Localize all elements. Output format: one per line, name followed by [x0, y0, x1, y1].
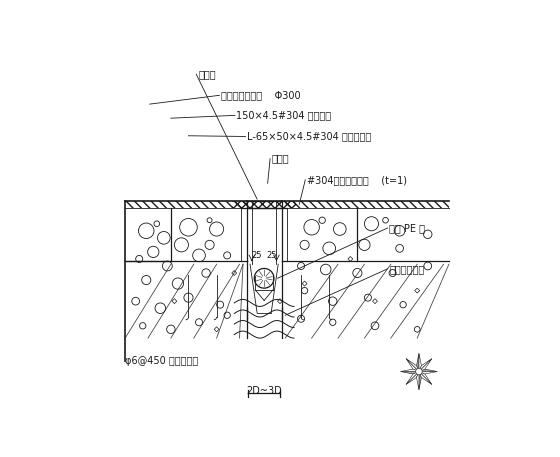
Polygon shape: [400, 372, 419, 374]
Polygon shape: [406, 359, 419, 372]
Text: 不锈钢钉大螺丝    Φ300: 不锈钢钉大螺丝 Φ300: [221, 90, 301, 100]
Circle shape: [416, 368, 422, 375]
Polygon shape: [419, 372, 432, 384]
Polygon shape: [419, 359, 432, 372]
Text: 25: 25: [251, 251, 262, 260]
Text: 泡沫 PE 棒: 泡沫 PE 棒: [389, 223, 425, 233]
Polygon shape: [417, 372, 419, 390]
Polygon shape: [419, 372, 432, 384]
Bar: [232, 201, 246, 208]
Bar: [125, 201, 246, 208]
Text: 2D~3D: 2D~3D: [246, 386, 282, 396]
Text: 25: 25: [267, 251, 277, 260]
Polygon shape: [419, 359, 432, 372]
Polygon shape: [406, 359, 419, 372]
Polygon shape: [419, 369, 437, 372]
Text: φ6@450 与板着件条: φ6@450 与板着件条: [125, 356, 198, 366]
Text: 嵌缝沥青填缝: 嵌缝沥青填缝: [389, 264, 424, 274]
Polygon shape: [406, 372, 419, 384]
Text: L-65×50×4.5#304 不锈钢肋骨: L-65×50×4.5#304 不锈钢肋骨: [247, 132, 371, 142]
Polygon shape: [419, 372, 422, 390]
Text: 板缝处: 板缝处: [272, 154, 289, 164]
Text: #304门形不锈钢板    (t=1): #304门形不锈钢板 (t=1): [307, 175, 407, 185]
Text: 150×4.5#304 不锈钢板: 150×4.5#304 不锈钢板: [236, 110, 332, 120]
Bar: [282, 201, 449, 208]
Polygon shape: [419, 353, 422, 372]
Polygon shape: [406, 372, 419, 384]
Bar: [282, 201, 296, 208]
Bar: [246, 201, 282, 208]
Text: 接缝处: 接缝处: [198, 69, 216, 79]
Polygon shape: [419, 372, 437, 374]
Polygon shape: [400, 369, 419, 372]
Polygon shape: [417, 353, 419, 372]
